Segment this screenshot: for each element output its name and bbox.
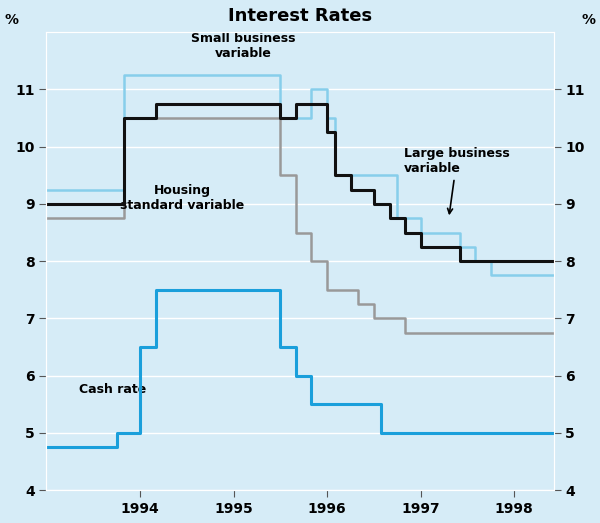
Text: Housing
standard variable: Housing standard variable: [120, 184, 244, 212]
Title: Interest Rates: Interest Rates: [228, 7, 372, 25]
Text: Cash rate: Cash rate: [79, 383, 146, 396]
Text: Small business
variable: Small business variable: [191, 31, 295, 60]
Text: Large business
variable: Large business variable: [404, 147, 509, 213]
Text: %: %: [4, 14, 18, 28]
Text: %: %: [582, 14, 596, 28]
